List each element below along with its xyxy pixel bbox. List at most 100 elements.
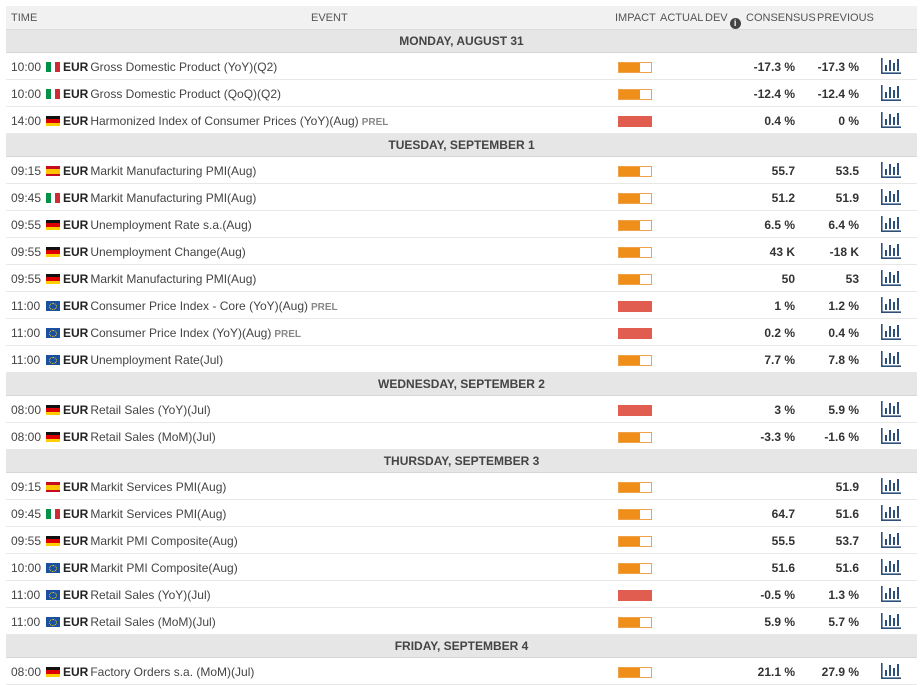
bar-chart-icon[interactable]	[881, 613, 901, 629]
event-name[interactable]: EUR Retail Sales (YoY)(Jul)	[63, 403, 211, 417]
bar-chart-icon[interactable]	[881, 351, 901, 367]
table-row[interactable]: 09:15 EUR Markit Services PMI(Aug) 51.9	[6, 473, 917, 500]
bar-chart-icon[interactable]	[881, 586, 901, 602]
event-title[interactable]: Markit Manufacturing PMI(Aug)	[90, 272, 257, 286]
event-time: 10:00	[11, 60, 42, 74]
column-header-consensus[interactable]: CONSENSUS	[746, 12, 816, 24]
bar-chart-icon[interactable]	[881, 85, 901, 101]
event-name[interactable]: EUR Markit Manufacturing PMI(Aug)	[63, 164, 256, 178]
event-name[interactable]: EUR Retail Sales (YoY)(Jul)	[63, 588, 211, 602]
table-row[interactable]: 09:45 EUR Markit Manufacturing PMI(Aug) 51.…	[6, 184, 917, 211]
event-title[interactable]: Harmonized Index of Consumer Prices (YoY…	[90, 114, 359, 128]
table-row[interactable]: 09:55 EUR Unemployment Rate s.a.(Aug) 6.5 %…	[6, 211, 917, 238]
event-title[interactable]: Gross Domestic Product (YoY)(Q2)	[90, 60, 278, 74]
column-header-impact[interactable]: IMPACT	[615, 12, 656, 24]
table-row[interactable]: 09:15 EUR Markit Manufacturing PMI(Aug) 55.…	[6, 157, 917, 184]
table-row[interactable]: 09:55 EUR Markit Manufacturing PMI(Aug) 50 5…	[6, 265, 917, 292]
bar-chart-icon[interactable]	[881, 112, 901, 128]
event-title[interactable]: Retail Sales (MoM)(Jul)	[90, 615, 216, 629]
event-name[interactable]: EUR Retail Sales (MoM)(Jul)	[63, 615, 216, 629]
event-time: 09:55	[11, 218, 42, 232]
column-header-previous[interactable]: PREVIOUS	[817, 12, 874, 24]
table-row[interactable]: 08:00 EUR Retail Sales (MoM)(Jul) -3.3 % -1.…	[6, 423, 917, 450]
table-row[interactable]: 11:00 EUR Consumer Price Index (YoY)(Aug) P…	[6, 319, 917, 346]
event-name[interactable]: EUR Markit Services PMI(Aug)	[63, 480, 226, 494]
bar-chart-icon[interactable]	[881, 505, 901, 521]
event-title[interactable]: Markit PMI Composite(Aug)	[90, 561, 238, 575]
bar-chart-icon[interactable]	[881, 478, 901, 494]
column-header-time[interactable]: TIME	[11, 12, 38, 24]
table-row[interactable]: 11:00 EUR Retail Sales (MoM)(Jul) 5.9 % 5.7 …	[6, 608, 917, 635]
previous-value: 51.6	[835, 561, 859, 575]
consensus-value: 0.2 %	[764, 326, 795, 340]
table-row[interactable]: 09:45 EUR Markit Services PMI(Aug) 64.7 51.6	[6, 500, 917, 527]
event-name[interactable]: EUR Factory Orders s.a. (MoM)(Jul)	[63, 665, 254, 679]
event-title[interactable]: Unemployment Change(Aug)	[90, 245, 246, 259]
consensus-value: 21.1 %	[757, 665, 795, 679]
event-title[interactable]: Markit Services PMI(Aug)	[90, 480, 227, 494]
table-row[interactable]: 14:00 EUR Harmonized Index of Consumer Pri…	[6, 107, 917, 134]
event-name[interactable]: EUR Markit PMI Composite(Aug)	[63, 561, 238, 575]
event-name[interactable]: EUR Unemployment Change(Aug)	[63, 245, 246, 259]
bar-chart-icon[interactable]	[881, 270, 901, 286]
event-name[interactable]: EUR Markit Services PMI(Aug)	[63, 507, 226, 521]
event-name[interactable]: EUR Consumer Price Index - Core (YoY)(Aug…	[63, 299, 338, 313]
event-time: 09:15	[11, 164, 42, 178]
event-name[interactable]: EUR Consumer Price Index (YoY)(Aug) PREL	[63, 326, 301, 340]
event-name[interactable]: EUR Gross Domestic Product (YoY)(Q2)	[63, 60, 277, 74]
flag-eu-icon	[46, 301, 60, 311]
bar-chart-icon[interactable]	[881, 297, 901, 313]
event-title[interactable]: Consumer Price Index - Core (YoY)(Aug)	[90, 299, 308, 313]
event-title[interactable]: Markit Manufacturing PMI(Aug)	[90, 164, 257, 178]
table-row[interactable]: 08:00 EUR Factory Orders s.a. (MoM)(Jul) 21…	[6, 658, 917, 685]
impact-medium-indicator	[618, 166, 652, 177]
bar-chart-icon[interactable]	[881, 243, 901, 259]
table-row[interactable]: 08:00 EUR Retail Sales (YoY)(Jul) 3 % 5.9 %	[6, 396, 917, 423]
event-title[interactable]: Retail Sales (YoY)(Jul)	[90, 403, 211, 417]
event-title[interactable]: Markit Manufacturing PMI(Aug)	[90, 191, 257, 205]
event-name[interactable]: EUR Unemployment Rate s.a.(Aug)	[63, 218, 252, 232]
event-name[interactable]: EUR Retail Sales (MoM)(Jul)	[63, 430, 216, 444]
event-title[interactable]: Consumer Price Index (YoY)(Aug)	[90, 326, 272, 340]
bar-chart-icon[interactable]	[881, 189, 901, 205]
event-name[interactable]: EUR Gross Domestic Product (QoQ)(Q2)	[63, 87, 281, 101]
event-name[interactable]: EUR Harmonized Index of Consumer Prices (…	[63, 114, 388, 128]
column-header-actual[interactable]: ACTUAL	[660, 12, 704, 24]
event-name[interactable]: EUR Unemployment Rate(Jul)	[63, 353, 223, 367]
table-row[interactable]: 11:00 EUR Retail Sales (YoY)(Jul) -0.5 % 1.3…	[6, 581, 917, 608]
event-title[interactable]: Unemployment Rate s.a.(Aug)	[90, 218, 252, 232]
bar-chart-icon[interactable]	[881, 216, 901, 232]
table-row[interactable]: 11:00 EUR Consumer Price Index - Core (YoY…	[6, 292, 917, 319]
event-title[interactable]: Retail Sales (YoY)(Jul)	[90, 588, 211, 602]
event-title[interactable]: Retail Sales (MoM)(Jul)	[90, 430, 216, 444]
table-row[interactable]: 09:55 EUR Markit PMI Composite(Aug) 55.5 53.…	[6, 527, 917, 554]
impact-medium-indicator	[618, 432, 652, 443]
event-name[interactable]: EUR Markit PMI Composite(Aug)	[63, 534, 238, 548]
event-title[interactable]: Markit PMI Composite(Aug)	[90, 534, 238, 548]
event-name[interactable]: EUR Markit Manufacturing PMI(Aug)	[63, 272, 256, 286]
event-name[interactable]: EUR Markit Manufacturing PMI(Aug)	[63, 191, 256, 205]
event-title[interactable]: Factory Orders s.a. (MoM)(Jul)	[90, 665, 255, 679]
bar-chart-icon[interactable]	[881, 663, 901, 679]
table-row[interactable]: 09:55 EUR Unemployment Change(Aug) 43 K -18 …	[6, 238, 917, 265]
event-title[interactable]: Unemployment Rate(Jul)	[90, 353, 224, 367]
bar-chart-icon[interactable]	[881, 324, 901, 340]
info-icon[interactable]: i	[729, 18, 741, 29]
column-header-dev[interactable]: DEV i	[705, 12, 741, 29]
bar-chart-icon[interactable]	[881, 532, 901, 548]
bar-chart-icon[interactable]	[881, 428, 901, 444]
bar-chart-icon[interactable]	[881, 162, 901, 178]
table-row[interactable]: 10:00 EUR Gross Domestic Product (YoY)(Q2)…	[6, 53, 917, 80]
consensus-value: 43 K	[769, 245, 795, 259]
event-title[interactable]: Gross Domestic Product (QoQ)(Q2)	[90, 87, 282, 101]
table-row[interactable]: 10:00 EUR Gross Domestic Product (QoQ)(Q2)…	[6, 80, 917, 107]
event-title[interactable]: Markit Services PMI(Aug)	[90, 507, 227, 521]
column-header-event[interactable]: EVENT	[311, 12, 348, 24]
previous-value: 5.9 %	[828, 403, 859, 417]
table-row[interactable]: 10:00 EUR Markit PMI Composite(Aug) 51.6 51.…	[6, 554, 917, 581]
bar-chart-icon[interactable]	[881, 559, 901, 575]
bar-chart-icon[interactable]	[881, 58, 901, 74]
table-row[interactable]: 11:00 EUR Unemployment Rate(Jul) 7.7 % 7.8 %	[6, 346, 917, 373]
bar-chart-icon[interactable]	[881, 401, 901, 417]
currency-code: EUR	[63, 430, 89, 444]
